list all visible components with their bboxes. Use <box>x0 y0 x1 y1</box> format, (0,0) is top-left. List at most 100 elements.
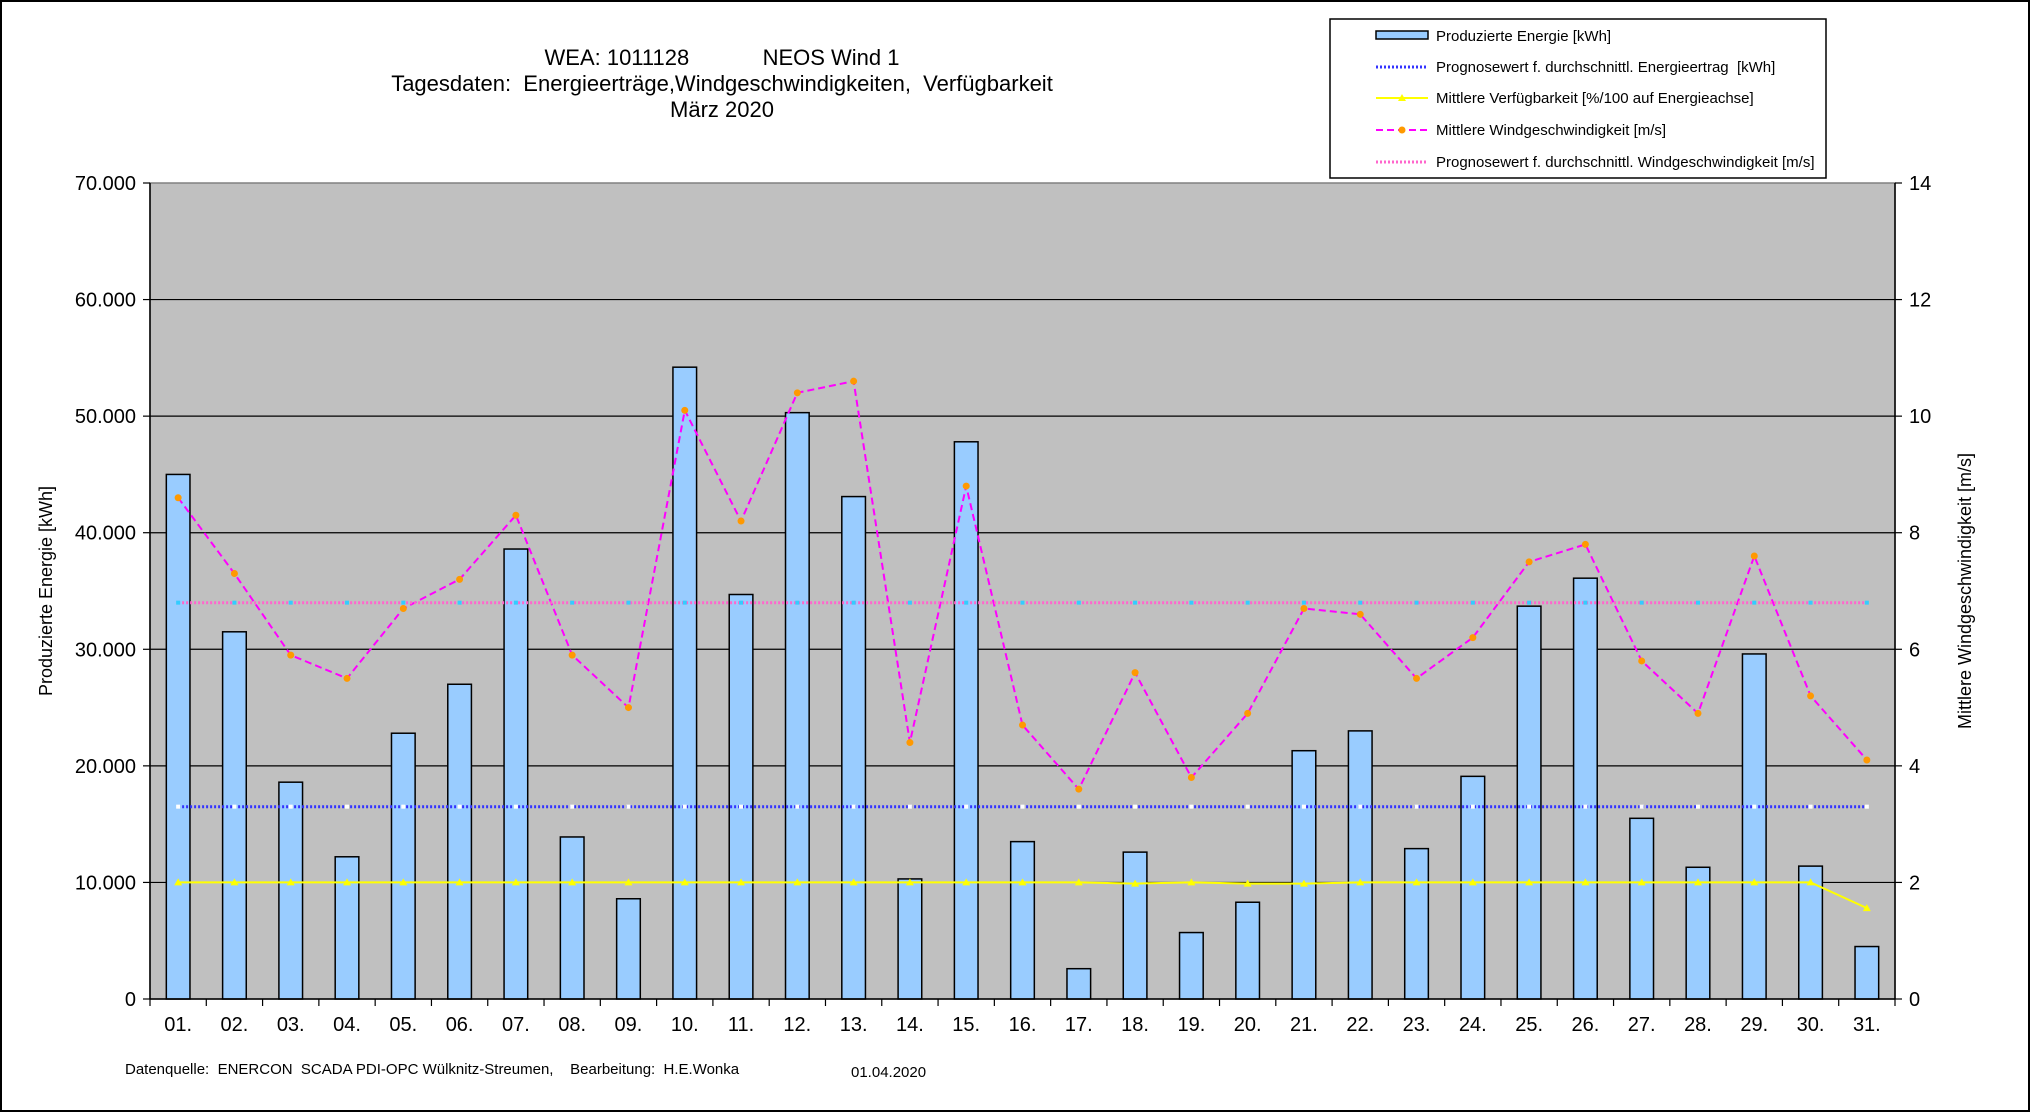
forecast-marker <box>1358 804 1363 809</box>
chart-title-line-1: WEA: 1011128 NEOS Wind 1 <box>545 45 900 70</box>
energy-bar <box>1403 847 1430 1000</box>
wind-marker <box>1075 785 1083 793</box>
energy-bars <box>165 366 1880 1000</box>
forecast-marker <box>1076 600 1081 605</box>
forecast-marker <box>1639 804 1644 809</box>
wind-marker <box>1863 756 1871 764</box>
x-tick-label: 06. <box>446 1014 474 1036</box>
availability-marker <box>343 878 352 886</box>
legend-label-wind-forecast: Prognosewert f. durchschnittl. Windgesch… <box>1436 154 1815 171</box>
x-tick-label: 15. <box>952 1014 980 1036</box>
x-tick-label: 04. <box>333 1014 361 1036</box>
wind-marker <box>737 517 745 525</box>
forecast-marker <box>626 804 631 809</box>
forecast-marker <box>232 600 237 605</box>
y-right-tick-label: 12 <box>1909 290 1931 312</box>
energy-bar <box>221 631 248 1000</box>
x-tick-label: 31. <box>1853 1014 1881 1036</box>
forecast-marker <box>1527 804 1532 809</box>
forecast-marker <box>1470 600 1475 605</box>
wind-marker <box>512 511 520 519</box>
x-tick-label: 23. <box>1403 1014 1431 1036</box>
availability-marker <box>1187 878 1196 886</box>
forecast-marker <box>1864 804 1869 809</box>
forecast-marker <box>457 600 462 605</box>
availability-marker <box>793 878 802 886</box>
x-tick-label: 14. <box>896 1014 924 1036</box>
forecast-marker <box>964 804 969 809</box>
x-tick-label: 21. <box>1290 1014 1318 1036</box>
x-tick-label: 08. <box>558 1014 586 1036</box>
availability-marker <box>174 878 183 886</box>
forecast-marker <box>401 804 406 809</box>
forecast-marker <box>401 600 406 605</box>
energy-bar <box>1235 901 1261 1000</box>
energy-bar <box>334 856 360 1000</box>
availability-marker <box>568 878 577 886</box>
forecast-marker <box>457 804 462 809</box>
availability-marker <box>1356 878 1365 886</box>
legend-label-energy-forecast: Prognosewert f. durchschnittl. Energieer… <box>1436 59 1775 76</box>
forecast-marker <box>907 600 912 605</box>
footer-date: 01.04.2020 <box>851 1064 926 1081</box>
availability-marker <box>905 878 914 886</box>
wind-marker <box>1244 709 1252 717</box>
forecast-marker <box>964 600 969 605</box>
x-tick-label: 29. <box>1740 1014 1768 1036</box>
energy-bar <box>841 495 867 1000</box>
line-series <box>174 377 1871 912</box>
wind-marker <box>1413 674 1421 682</box>
availability-marker <box>1131 879 1140 887</box>
x-tick-label: 27. <box>1628 1014 1656 1036</box>
x-tick-label: 05. <box>389 1014 417 1036</box>
footer-source: Datenquelle: ENERCON SCADA PDI-OPC Wülkn… <box>125 1061 740 1078</box>
energy-bar <box>447 683 473 1000</box>
y-left-tick-label: 10.000 <box>75 872 136 894</box>
forecast-marker <box>345 600 350 605</box>
wind-marker <box>793 389 801 397</box>
forecast-marker <box>1189 600 1194 605</box>
energy-bar <box>784 411 810 1000</box>
availability-marker <box>1862 904 1871 912</box>
availability-marker <box>1243 879 1252 887</box>
energy-bar <box>559 836 585 1000</box>
wind-marker <box>906 739 914 747</box>
availability-marker <box>230 878 239 886</box>
forecast-marker <box>1808 804 1813 809</box>
chart-title-line-3: März 2020 <box>670 97 774 122</box>
x-tick-label: 20. <box>1234 1014 1262 1036</box>
forecast-marker <box>1358 600 1363 605</box>
legend-swatch-energy-bar <box>1375 30 1429 40</box>
forecast-marker <box>288 600 293 605</box>
x-tick-label: 11. <box>728 1014 754 1036</box>
legend-marker-availability <box>1398 94 1406 101</box>
forecast-marker <box>1020 804 1025 809</box>
forecast-marker <box>1695 804 1700 809</box>
y-right-tick-label: 14 <box>1909 173 1931 195</box>
availability-marker <box>1468 878 1477 886</box>
wind-marker <box>1131 669 1139 677</box>
x-tick-label: 17. <box>1065 1014 1093 1036</box>
forecast-marker <box>1414 600 1419 605</box>
wind-marker <box>850 377 858 385</box>
energy-bar <box>165 473 191 1000</box>
wind-marker <box>1469 634 1477 642</box>
forecast-marker <box>626 600 631 605</box>
forecast-marker <box>1752 804 1757 809</box>
x-tick-label: 28. <box>1684 1014 1712 1036</box>
wind-marker <box>1750 552 1758 560</box>
availability-marker <box>1018 878 1027 886</box>
availability-marker <box>624 878 633 886</box>
wind-marker <box>174 494 182 502</box>
x-tick-label: 18. <box>1121 1014 1149 1036</box>
availability-marker <box>737 878 746 886</box>
forecast-marker <box>1752 600 1757 605</box>
availability-marker <box>1299 879 1308 887</box>
availability-marker <box>399 878 408 886</box>
forecast-marker <box>1133 600 1138 605</box>
forecast-marker <box>1133 804 1138 809</box>
availability-marker <box>1581 878 1590 886</box>
energy-bar <box>1178 931 1204 1000</box>
forecast-marker <box>232 804 237 809</box>
wind-marker <box>1581 540 1589 548</box>
